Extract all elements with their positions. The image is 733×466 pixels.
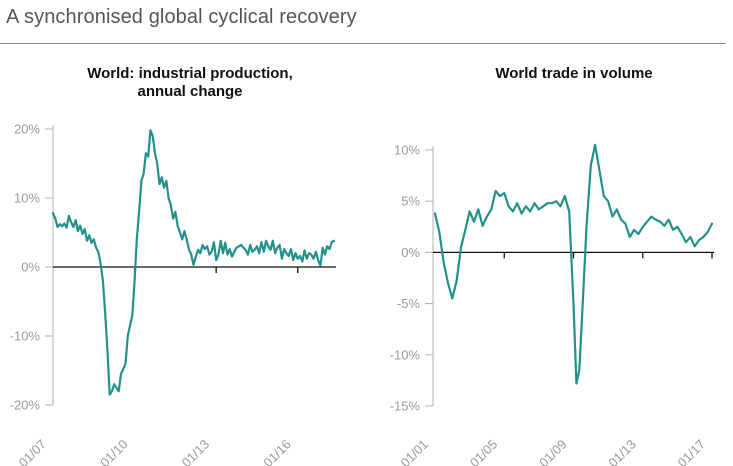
y-tick-label: 0%	[21, 260, 40, 275]
y-tick-label: 5%	[401, 194, 420, 209]
chart-title-line-2: annual change	[137, 83, 242, 100]
series-line	[51, 129, 336, 396]
title-divider	[0, 43, 726, 44]
y-tick-label: -5%	[397, 296, 421, 311]
world-trade-chart: World trade in volume 10% 5% 0% -5% -10% -15%…	[390, 65, 714, 466]
x-tick-label: 01/10	[97, 437, 131, 466]
y-tick-label: -20%	[10, 398, 41, 413]
chart-title-line-1: World: industrial production,	[87, 65, 293, 82]
y-tick-label: 10%	[14, 191, 40, 206]
x-tick-label: 01/17	[675, 437, 709, 466]
x-tick-label: 01/07	[16, 437, 50, 466]
y-tick-label: -15%	[390, 399, 421, 414]
series-line	[433, 143, 714, 385]
x-tick-label: 01/09	[536, 437, 570, 466]
y-tick-label: -10%	[390, 347, 421, 362]
y-tick-label: 10%	[394, 143, 420, 158]
y-tick-label: 20%	[14, 122, 40, 137]
y-tick-label: -10%	[10, 329, 41, 344]
x-tick-label: 01/16	[260, 437, 294, 466]
x-tick-label: 01/13	[605, 437, 639, 466]
industrial-production-chart: World: industrial production, annual cha…	[10, 65, 336, 466]
page-title: A synchronised global cyclical recovery	[6, 6, 357, 28]
x-tick-label: 01/01	[398, 437, 432, 466]
chart-title-line-1: World trade in volume	[495, 65, 652, 82]
x-tick-label: 01/13	[179, 437, 213, 466]
y-tick-label: 0%	[401, 245, 420, 260]
x-tick-label: 01/05	[467, 437, 501, 466]
